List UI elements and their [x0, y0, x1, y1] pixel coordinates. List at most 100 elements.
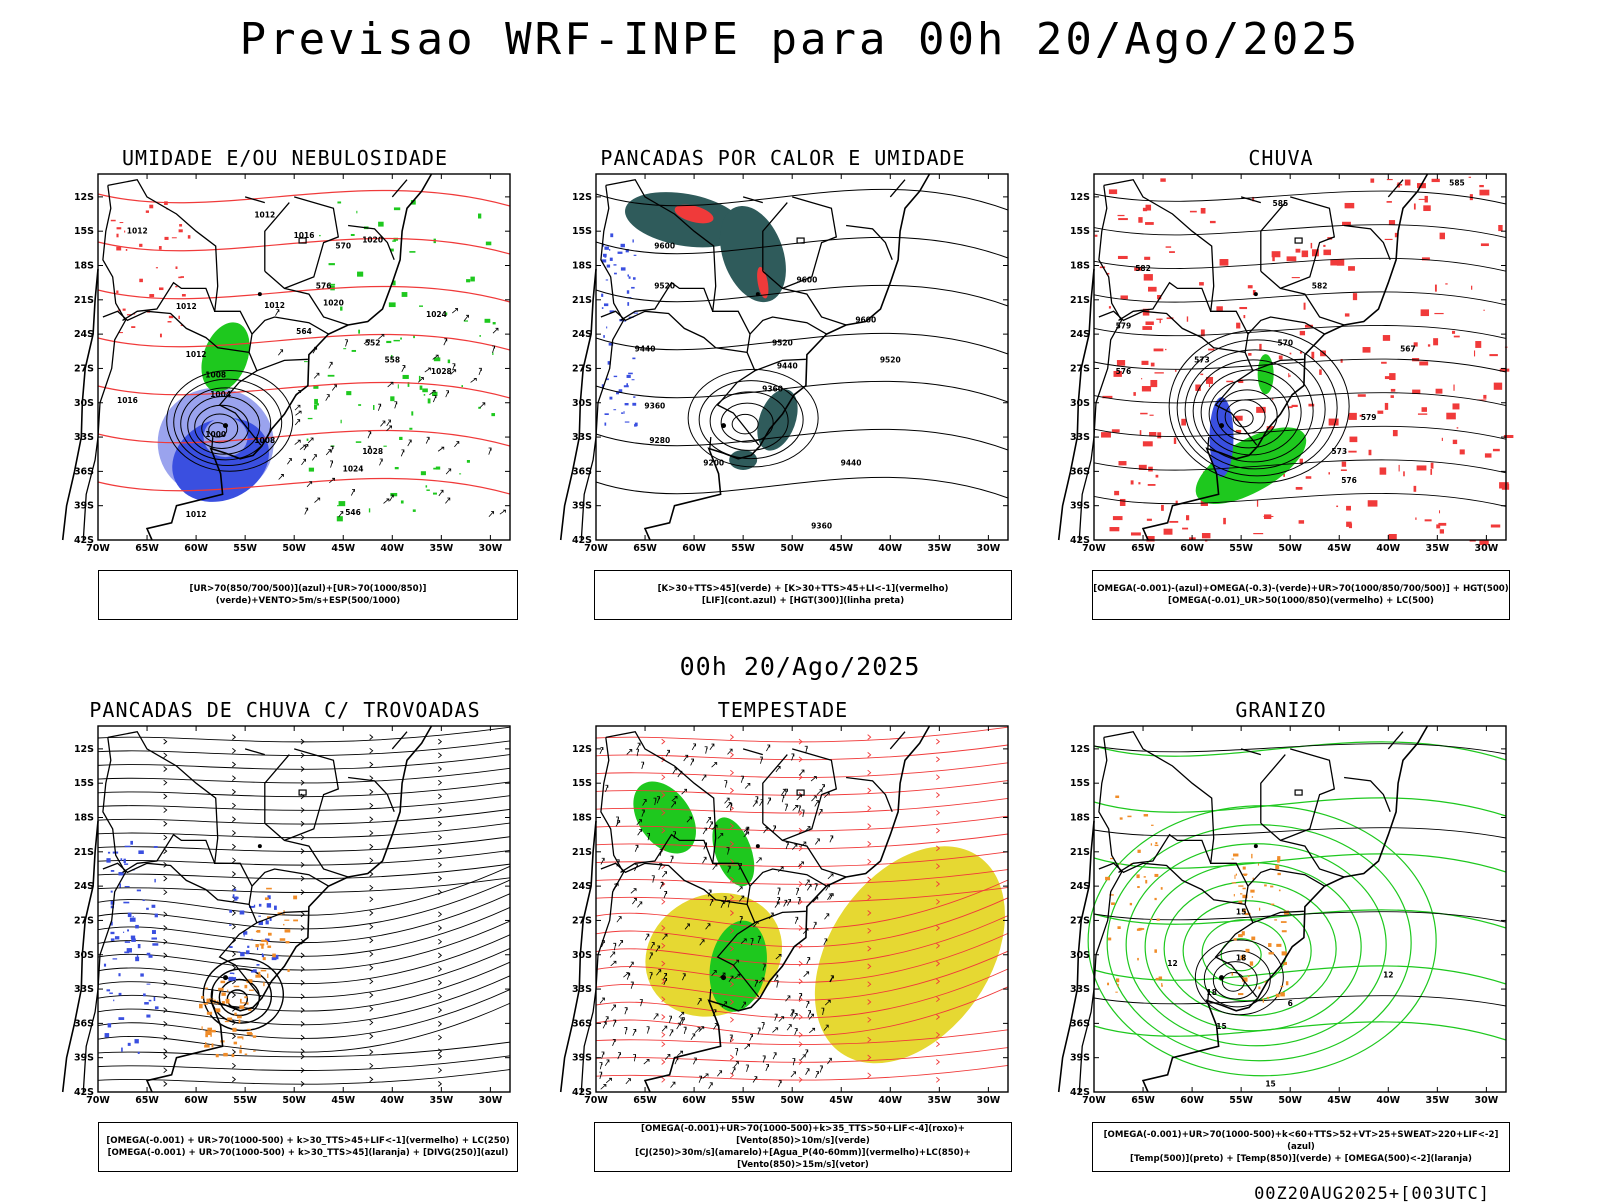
legend-line: [OMEGA(-0.001)-(azul)+OMEGA(-0.3)-(verde… — [1093, 584, 1509, 594]
streamline-arrow — [163, 1081, 168, 1087]
wind-vector — [672, 767, 677, 774]
omega-orange-speckle — [1155, 977, 1159, 981]
rain-red-speckle — [1272, 254, 1275, 262]
thunder-orange-speckle — [225, 999, 230, 1004]
wind-vector — [755, 796, 759, 804]
wind-vector — [681, 1017, 685, 1025]
lif-blue-speckle — [604, 413, 609, 416]
omega-orange-speckle — [1231, 972, 1234, 976]
humidity-green-speckle — [368, 508, 371, 513]
legend-line: [LIF](cont.azul) + [HGT(300)](linha pret… — [701, 596, 905, 606]
divg-blue-speckle — [132, 916, 134, 918]
lon-label: 60W — [1180, 543, 1204, 554]
lif-blue-speckle — [633, 254, 637, 256]
divg-blue-speckle — [103, 963, 107, 967]
lon-label: 65W — [633, 543, 657, 554]
streamline — [595, 932, 1009, 983]
streamline-arrow — [867, 945, 872, 952]
lat-label: 39S — [572, 1053, 592, 1064]
coastline-west — [1057, 820, 1095, 1093]
streamline-arrow — [163, 979, 168, 986]
omega-orange-speckle — [1251, 896, 1254, 898]
streamline — [595, 851, 1009, 867]
wind-vector — [701, 774, 707, 782]
wind-vector — [655, 945, 661, 953]
panel-legend: [K>30+TTS>45](verde) + [K>30+TTS>45+LI<-… — [594, 570, 1012, 620]
wind-vector — [727, 865, 731, 873]
country-border — [256, 910, 308, 924]
streamline-arrow — [369, 978, 374, 985]
wind-vector — [663, 891, 668, 899]
omega-orange-speckle — [1242, 977, 1248, 982]
wind-vector — [649, 972, 653, 980]
rain-red-speckle — [1433, 338, 1439, 346]
contour-line — [166, 369, 294, 472]
humidity-green-speckle — [466, 279, 471, 283]
rain-red-speckle — [1175, 500, 1178, 505]
rain-red-speckle — [1130, 532, 1141, 536]
streamline-arrow — [730, 876, 735, 883]
streamline-arrow — [163, 752, 168, 759]
contour-line — [194, 404, 250, 449]
rain-red-speckle — [1368, 449, 1372, 456]
wind-vector — [671, 796, 678, 802]
coastline-brazil — [145, 725, 433, 1093]
wind-vector — [758, 977, 765, 984]
divg-blue-speckle — [107, 1023, 112, 1028]
lat-label: 27S — [572, 915, 592, 926]
wind-vector — [784, 788, 788, 796]
streamline-arrow — [438, 1081, 443, 1087]
wind-vector — [602, 1021, 607, 1029]
streamline-arrow — [369, 734, 374, 740]
streamline-arrow — [661, 1031, 666, 1038]
contour-label: 1000 — [205, 430, 226, 439]
rain-red-speckle — [1489, 354, 1498, 357]
thunder-orange-speckle — [255, 944, 259, 948]
rain-red-speckle — [1381, 361, 1387, 364]
lat-label: 12S — [1070, 192, 1090, 203]
humidity-green-speckle — [447, 359, 451, 364]
rain-red-speckle — [1133, 392, 1136, 396]
omega-orange-speckle — [1238, 934, 1243, 938]
wind-vector — [661, 1025, 668, 1032]
rain-red-speckle — [1423, 205, 1431, 212]
legend-line: [OMEGA(-0.001)+UR>70(1000-500)+k<60+TTS>… — [1103, 1130, 1499, 1152]
lon-label: 70W — [86, 1095, 110, 1106]
humidity-green-speckle — [485, 241, 492, 246]
thunder-orange-speckle — [205, 1034, 208, 1038]
wind-vector — [702, 827, 708, 835]
rain-red-speckle — [1359, 414, 1363, 417]
lon-label: 55W — [1229, 543, 1253, 554]
rain-red-speckle — [1266, 426, 1274, 431]
rain-red-speckle — [1116, 360, 1126, 366]
streamline-arrow — [438, 848, 443, 854]
rain-red-speckle — [1145, 321, 1154, 325]
rain-red-speckle — [1304, 324, 1313, 328]
country-border — [102, 310, 250, 354]
panel-trovoadas: PANCADAS DE CHUVA C/ TROVOADAS 12S 15S 18S… — [50, 698, 520, 1178]
legend-line: [UR>70(850/700/500)](azul)+[UR>70(1000/8… — [189, 584, 427, 606]
rain-red-speckle — [1150, 362, 1155, 367]
wind-vector — [641, 809, 645, 817]
streamline-arrow — [730, 769, 735, 776]
streamline-arrow — [163, 1053, 168, 1060]
streamline-arrow — [936, 863, 941, 870]
rain-red-speckle — [1118, 218, 1128, 221]
humidity-green-speckle — [433, 467, 439, 470]
streamline-arrow — [232, 747, 237, 754]
contour-label: 12 — [1383, 971, 1393, 980]
wind-vector — [604, 1059, 610, 1067]
divg-blue-speckle — [142, 899, 145, 902]
streamline-arrow — [798, 942, 803, 949]
wind-vector — [653, 797, 657, 806]
country-border — [256, 358, 308, 372]
contour-line — [1093, 425, 1507, 440]
humidity-green-speckle — [337, 201, 342, 204]
country-border — [1252, 358, 1304, 372]
streamline-arrow — [730, 841, 735, 847]
lon-label: 45W — [829, 543, 853, 554]
lif-blue-speckle — [623, 411, 625, 414]
streamline-arrow — [369, 1076, 374, 1083]
country-border — [1103, 178, 1258, 446]
rain-red-speckle — [1209, 220, 1216, 224]
